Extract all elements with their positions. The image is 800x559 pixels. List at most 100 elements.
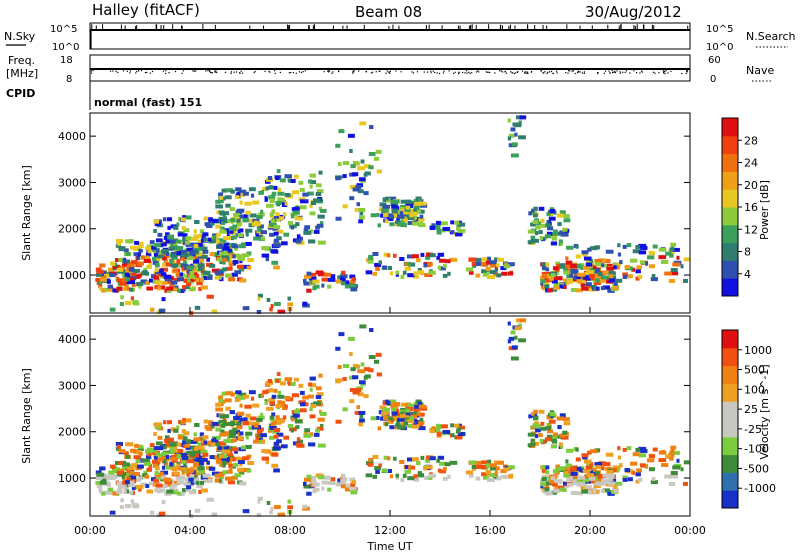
power-cell	[395, 272, 399, 277]
power-cell	[118, 246, 126, 251]
velocity-cell	[449, 460, 458, 465]
velocity-cell	[381, 411, 389, 416]
velocity-cell	[216, 442, 220, 447]
power-cell	[120, 295, 124, 300]
power-cell	[104, 273, 110, 278]
power-cell	[155, 280, 163, 285]
power-cell	[99, 277, 107, 282]
power-cell	[510, 127, 516, 132]
power-cell	[518, 120, 522, 125]
velocity-cell	[527, 432, 535, 437]
power-cell	[116, 267, 124, 272]
power-cell	[307, 239, 316, 244]
power-cell	[137, 261, 144, 266]
power-cell	[661, 259, 669, 264]
velocity-cell	[536, 424, 542, 429]
power-cell	[408, 262, 416, 267]
power-cell	[614, 265, 620, 270]
velocity-cell	[154, 471, 159, 476]
power-cell	[270, 303, 274, 308]
velocity-cell	[558, 442, 563, 447]
power-cell	[315, 192, 322, 197]
velocity-cell	[284, 404, 288, 409]
power-cell	[327, 277, 336, 282]
velocity-cell	[204, 425, 211, 430]
power-cell	[424, 273, 429, 278]
power-cell	[318, 170, 323, 175]
velocity-cell	[519, 318, 527, 323]
velocity-cell	[317, 475, 326, 480]
velocity-cell	[297, 439, 304, 444]
velocity-cell	[613, 488, 619, 493]
velocity-cell	[156, 452, 160, 457]
power-cell	[136, 273, 142, 278]
velocity-cell	[265, 389, 270, 394]
velocity-cell	[554, 479, 563, 484]
velocity-cell	[417, 401, 422, 406]
power-cell	[157, 232, 163, 237]
power-cell	[134, 240, 139, 245]
power-cell	[610, 275, 617, 280]
power-cell	[181, 252, 189, 257]
colorbar-tick-label: 20	[744, 179, 758, 192]
velocity-cell	[202, 473, 211, 478]
power-cell	[170, 253, 177, 258]
velocity-cell	[481, 460, 488, 465]
power-cell	[351, 277, 357, 282]
velocity-cell	[118, 460, 124, 465]
power-cell	[228, 226, 236, 231]
velocity-cell	[287, 499, 292, 504]
velocity-cell	[575, 447, 579, 452]
velocity-cell	[125, 480, 130, 485]
velocity-cell	[184, 443, 190, 448]
velocity-cell	[264, 400, 268, 405]
velocity-cell	[546, 434, 553, 439]
velocity-cell	[602, 488, 610, 493]
velocity-cell	[188, 477, 194, 482]
power-cell	[233, 213, 241, 218]
velocity-cell	[276, 420, 281, 425]
velocity-cell	[294, 409, 300, 414]
velocity-cell	[348, 485, 356, 490]
velocity-cell	[538, 433, 543, 438]
velocity-cell	[589, 490, 595, 495]
power-cell	[558, 239, 563, 244]
power-cell	[239, 189, 247, 194]
velocity-cell	[349, 387, 357, 392]
velocity-cell	[595, 471, 600, 476]
power-cell	[312, 286, 317, 291]
velocity-cell	[214, 473, 223, 478]
power-cell	[387, 265, 392, 270]
velocity-cell	[130, 499, 134, 504]
power-cell	[222, 219, 228, 224]
velocity-cell	[407, 403, 413, 408]
velocity-cell	[406, 419, 415, 424]
velocity-cell	[538, 409, 545, 414]
power-cell	[277, 191, 285, 196]
power-cell	[146, 264, 152, 269]
power-cell	[284, 174, 293, 179]
velocity-cell	[507, 321, 511, 326]
power-cell	[492, 272, 499, 277]
power-cell	[244, 201, 252, 206]
power-cell	[391, 211, 397, 216]
velocity-cell	[349, 399, 355, 404]
velocity-cell	[617, 446, 621, 451]
velocity-cell	[236, 411, 245, 416]
velocity-cell	[300, 402, 306, 407]
velocity-cell	[485, 470, 491, 475]
power-cell	[551, 236, 558, 241]
velocity-cell	[553, 488, 560, 493]
power-cell	[357, 189, 364, 194]
power-cell	[137, 241, 144, 246]
velocity-cell	[108, 470, 115, 475]
power-cell	[383, 213, 391, 218]
velocity-cell	[153, 432, 157, 437]
velocity-cell	[235, 425, 241, 430]
velocity-cell	[310, 383, 317, 388]
velocity-cell	[578, 468, 584, 473]
power-cell	[127, 263, 135, 268]
velocity-cell	[298, 400, 306, 405]
velocity-cell	[179, 475, 184, 480]
velocity-cell	[201, 457, 208, 462]
